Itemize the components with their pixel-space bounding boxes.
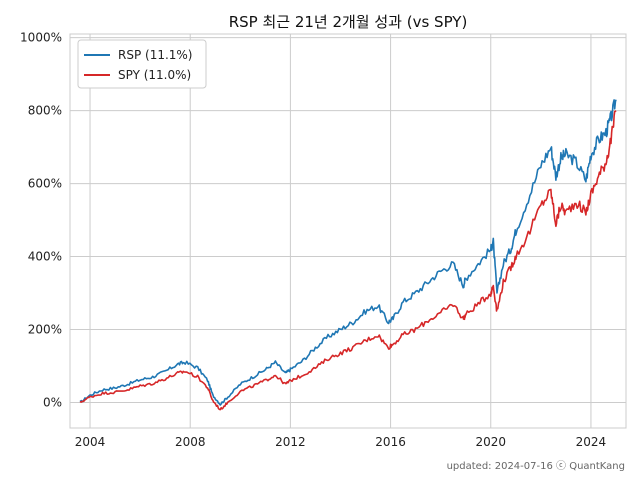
x-tick-labels: 2004 2008 2012 2016 2020 2024 bbox=[75, 435, 606, 449]
legend-label-rsp: RSP (11.1%) bbox=[118, 48, 193, 62]
legend: RSP (11.1%) SPY (11.0%) bbox=[77, 39, 207, 89]
legend-label-spy: SPY (11.0%) bbox=[118, 68, 191, 82]
x-tick-label: 2020 bbox=[475, 435, 506, 449]
chart-title: RSP 최근 21년 2개월 성과 (vs SPY) bbox=[229, 13, 468, 31]
x-tick-label: 2016 bbox=[375, 435, 406, 449]
series-line-rsp bbox=[79, 99, 617, 406]
y-tick-label: 800% bbox=[28, 104, 62, 118]
y-tick-label: 1000% bbox=[20, 31, 62, 45]
y-tick-label: 600% bbox=[28, 177, 62, 191]
x-tick-label: 2004 bbox=[75, 435, 106, 449]
series-line-spy bbox=[79, 110, 617, 411]
y-tick-label: 200% bbox=[28, 323, 62, 337]
series-lines bbox=[79, 99, 617, 411]
footer-credit: updated: 2024-07-16 ⓒ QuantKang bbox=[447, 460, 625, 472]
x-tick-label: 2008 bbox=[175, 435, 206, 449]
plot-frame bbox=[69, 33, 627, 429]
y-tick-label: 0% bbox=[43, 395, 62, 409]
y-tick-labels: 0% 200% 400% 600% 800% 1000% bbox=[20, 31, 62, 410]
gridlines bbox=[70, 34, 626, 428]
x-tick-label: 2012 bbox=[275, 435, 306, 449]
y-tick-label: 400% bbox=[28, 250, 62, 264]
x-tick-label: 2024 bbox=[576, 435, 607, 449]
